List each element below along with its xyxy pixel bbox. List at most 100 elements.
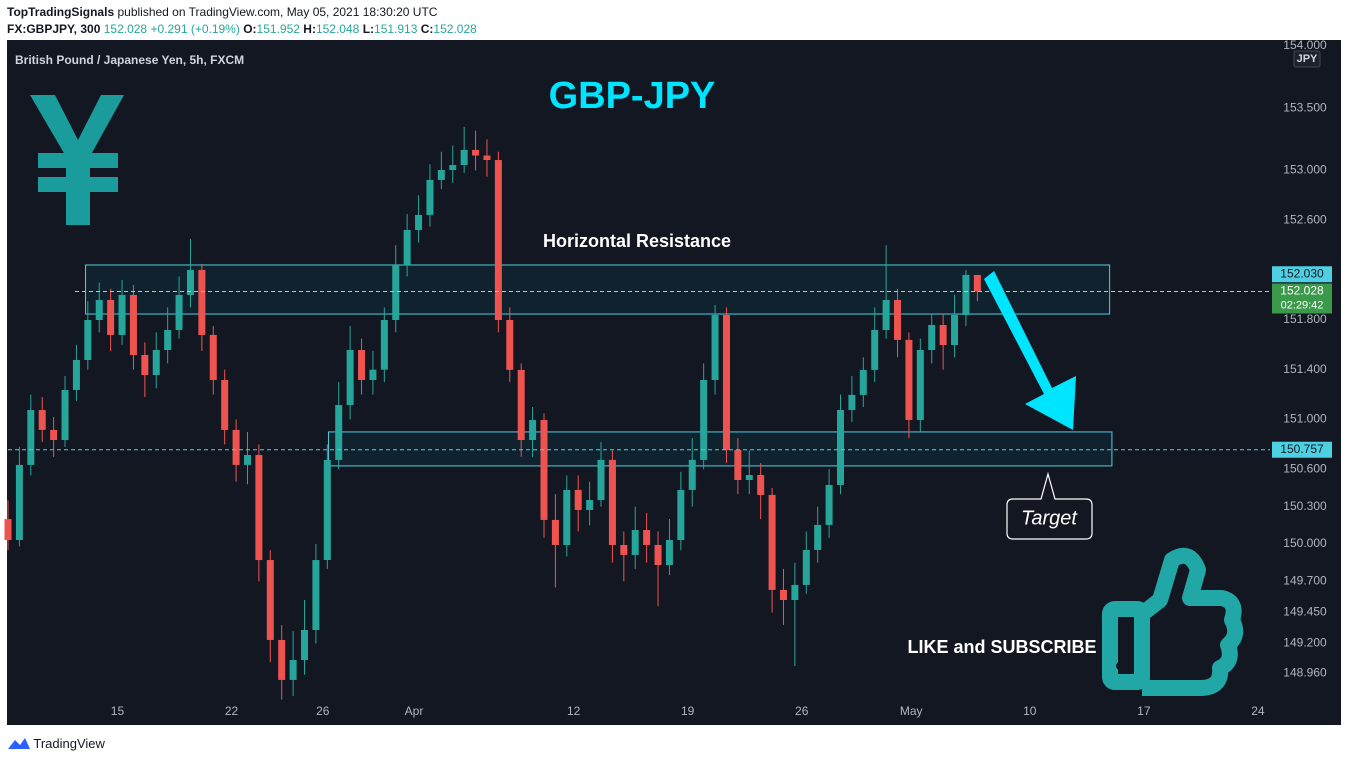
candle-body <box>757 475 765 495</box>
y-tick-label: 151.000 <box>1283 412 1327 426</box>
y-tick-label: 154.000 <box>1283 38 1327 52</box>
candle-body <box>152 350 160 376</box>
candle-body <box>460 149 468 166</box>
candle-body <box>358 350 366 381</box>
candle-body <box>232 429 240 465</box>
candle-body <box>894 299 902 340</box>
change: +0.291 (+0.19%) <box>150 22 240 36</box>
chart: British Pound / Japanese Yen, 5h, FXCM J… <box>4 38 1341 725</box>
candle-body <box>700 380 708 460</box>
x-tick-label: 12 <box>567 704 581 718</box>
ohlc-value: 152.028 <box>433 22 477 36</box>
candle-body <box>61 389 69 441</box>
currency-box <box>1293 50 1321 68</box>
x-tick-label: 26 <box>316 704 330 718</box>
y-tick-label: 153.000 <box>1283 163 1327 177</box>
thumbs-dot <box>1116 662 1124 670</box>
y-tick-label: 149.700 <box>1283 573 1327 587</box>
candle-body <box>916 350 924 420</box>
candle-body <box>848 394 856 411</box>
candle-body <box>118 294 126 335</box>
candle-body <box>620 544 628 555</box>
candle-body <box>734 449 742 480</box>
chart-subtitle: British Pound / Japanese Yen, 5h, FXCM <box>15 53 244 67</box>
candle-body <box>483 155 491 161</box>
candle-body <box>654 544 662 566</box>
candle-body <box>802 549 810 585</box>
candle-body <box>631 530 639 555</box>
candle-body <box>551 519 559 545</box>
candle-body <box>506 320 514 370</box>
price-line-box <box>1272 441 1332 458</box>
y-tick-label: 149.200 <box>1283 636 1327 650</box>
candle-body <box>27 410 35 465</box>
arrow <box>984 271 1076 430</box>
target-label: Target <box>1021 507 1078 529</box>
candle-body <box>437 169 445 180</box>
candle-body <box>608 459 616 545</box>
candle-body <box>221 380 229 430</box>
target-callout <box>1006 471 1093 540</box>
y-tick-label: 150.300 <box>1283 499 1327 513</box>
y-tick-label: 153.500 <box>1283 100 1327 114</box>
x-tick-label: 17 <box>1137 704 1151 718</box>
y-tick-label: 150.600 <box>1283 461 1327 475</box>
candle-body <box>4 519 12 540</box>
x-tick-label: 22 <box>225 704 239 718</box>
candle-body <box>164 329 172 351</box>
candle-body <box>711 315 719 381</box>
candle-body <box>449 165 457 170</box>
ohlc-key: L: <box>362 22 375 36</box>
candle-body <box>494 160 502 321</box>
x-tick-label: 26 <box>795 704 809 718</box>
price-line-box <box>1272 266 1332 283</box>
candle-body <box>278 639 286 680</box>
candle-body <box>871 329 879 370</box>
candle-body <box>255 454 263 561</box>
candle-body <box>323 459 331 561</box>
candle-body <box>973 274 981 292</box>
candle-body <box>392 264 400 321</box>
thumbs-up-icon <box>1102 547 1244 696</box>
ohlc-line: FX:GBPJPY, 300 152.028 +0.291 (+0.19%) O… <box>7 22 477 36</box>
candle-body <box>517 369 525 441</box>
candle-body <box>745 475 753 480</box>
ohlc-value: 152.048 <box>315 22 360 36</box>
candle-body <box>779 589 787 601</box>
currency: JPY <box>1297 53 1318 65</box>
candle-body <box>186 269 194 295</box>
candle-body <box>301 630 309 661</box>
candle-body <box>346 350 354 406</box>
candle-body <box>814 524 822 550</box>
cta-label: LIKE and SUBSCRIBE <box>907 637 1096 657</box>
candle-body <box>266 560 274 640</box>
publish-line: TopTradingSignals published on TradingVi… <box>7 5 437 19</box>
candle-body <box>837 410 844 485</box>
candle-body <box>586 500 594 510</box>
x-tick-label: 19 <box>681 704 695 718</box>
candle-body <box>380 320 388 370</box>
ohlc-key: H: <box>303 22 316 36</box>
footer: TradingView <box>8 736 105 751</box>
candle-body <box>677 489 685 540</box>
candle-body <box>951 315 959 346</box>
x-tick-label: Apr <box>405 704 424 718</box>
candle-body <box>768 494 776 590</box>
zone-label: Horizontal Resistance <box>543 231 731 251</box>
candle-body <box>107 299 115 335</box>
candle-body <box>688 459 696 490</box>
brand: TradingView <box>33 736 105 751</box>
last-price-box <box>1272 283 1332 314</box>
candle-body <box>928 324 936 351</box>
y-tick-label: 150.000 <box>1283 536 1327 550</box>
zone <box>85 264 1111 315</box>
y-tick-label: 149.450 <box>1283 605 1327 619</box>
publish-info: published on TradingView.com, May 05, 20… <box>117 5 438 19</box>
candle-body <box>175 294 183 330</box>
price: 152.028 <box>103 22 148 36</box>
x-tick-label: 24 <box>1251 704 1265 718</box>
symbol: FX:GBPJPY, 300 <box>7 22 101 36</box>
candle-body <box>426 179 434 215</box>
candle-body <box>415 214 423 230</box>
